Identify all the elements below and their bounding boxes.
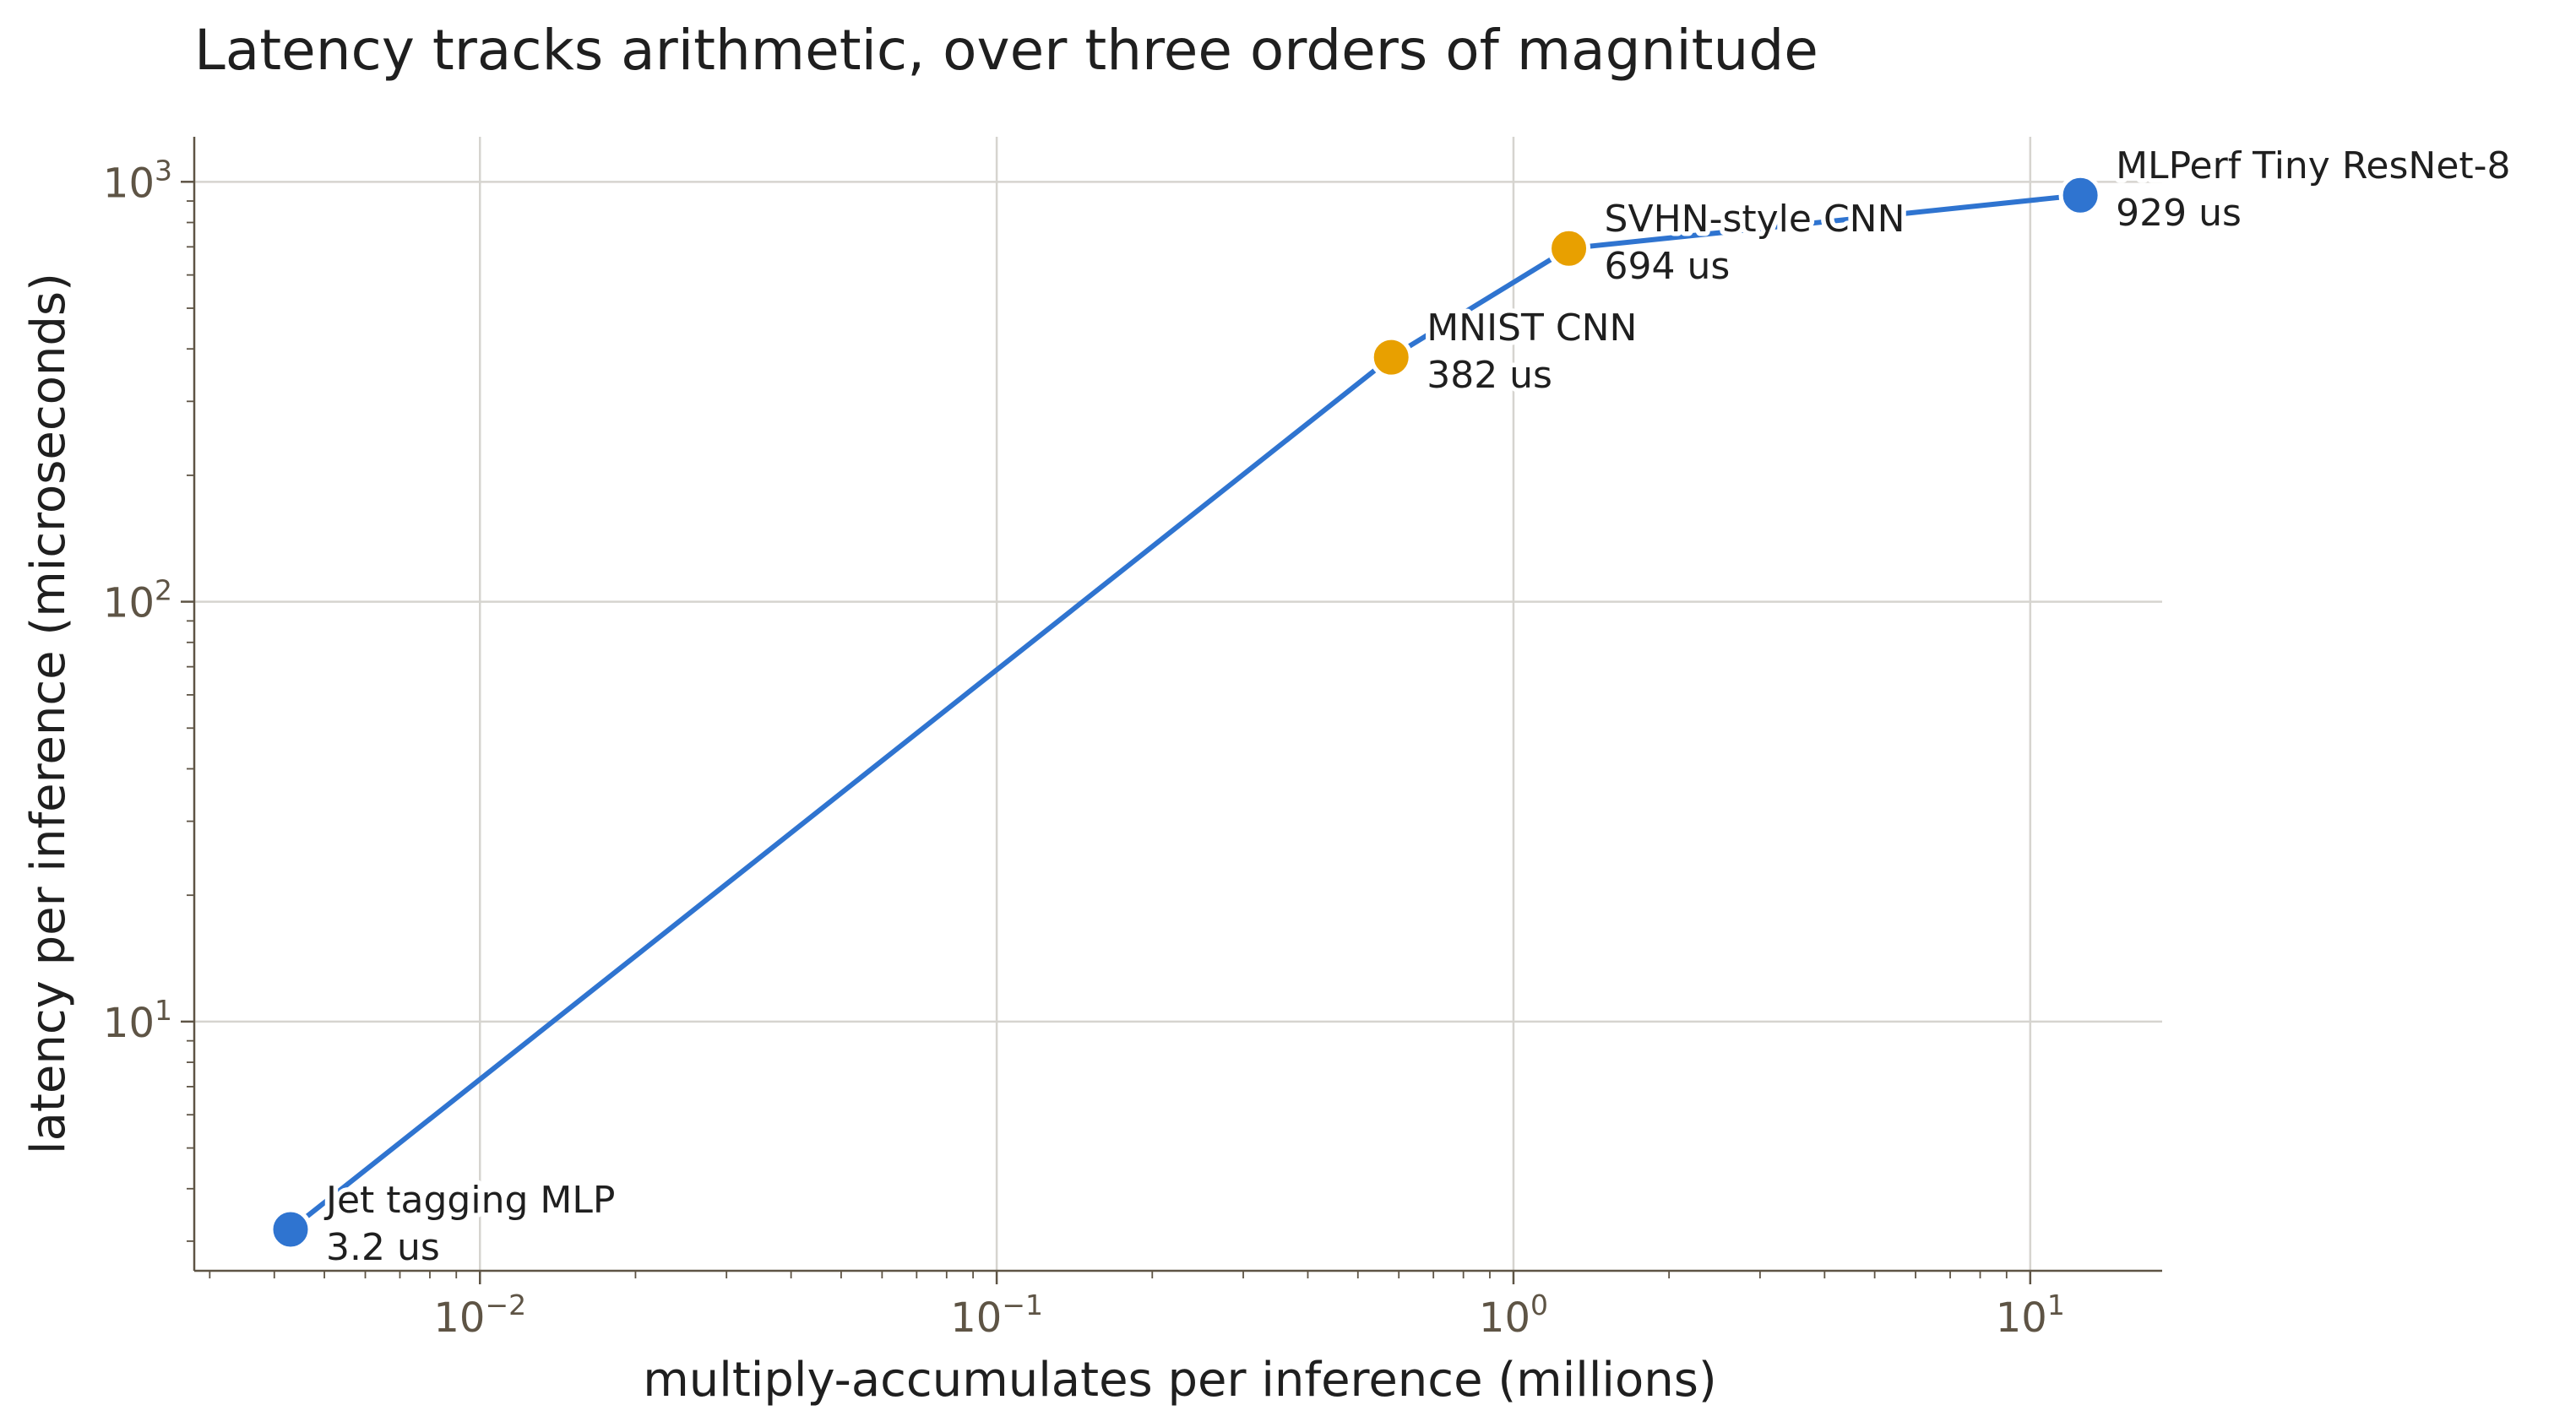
point-latency-label: 929 us — [2116, 192, 2242, 235]
point-label-halo: Jet tagging MLP — [323, 1179, 615, 1222]
x-axis-label: multiply-accumulates per inference (mill… — [643, 1353, 1717, 1408]
point-name-label: MNIST CNN — [1427, 307, 1637, 350]
ticks-layer: 10−2 10−1 100 101 101 102 103 — [103, 154, 2065, 1342]
point-label-halo: 929 us — [2116, 192, 2242, 235]
y-tick-label: 101 — [103, 994, 172, 1047]
point-label-halo: SVHN-style CNN — [1605, 198, 1905, 241]
point-latency-label: 694 us — [1605, 245, 1731, 288]
y-tick-label: 102 — [103, 574, 172, 627]
data-point — [2058, 173, 2102, 217]
y-axis-label: latency per inference (microseconds) — [21, 273, 76, 1154]
y-tick-label: 103 — [103, 154, 172, 207]
point-name-label: MLPerf Tiny ResNet-8 — [2116, 144, 2510, 187]
x-tick-label: 10−1 — [950, 1289, 1043, 1342]
data-point — [1547, 226, 1591, 270]
point-label-halo: 3.2 us — [326, 1226, 440, 1269]
data-point — [1369, 335, 1413, 379]
data-point — [269, 1207, 312, 1251]
point-latency-label: 3.2 us — [326, 1226, 440, 1269]
point-label-halo: MLPerf Tiny ResNet-8 — [2116, 144, 2510, 187]
x-tick-label: 101 — [1996, 1289, 2065, 1342]
point-label-halo: MNIST CNN — [1427, 307, 1637, 350]
series-line — [289, 193, 2081, 1232]
x-tick-label: 100 — [1479, 1289, 1548, 1342]
chart-title: Latency tracks arithmetic, over three or… — [194, 18, 1818, 83]
point-name-label: Jet tagging MLP — [323, 1179, 615, 1222]
point-latency-label: 382 us — [1427, 354, 1552, 397]
point-name-label: SVHN-style CNN — [1605, 198, 1905, 241]
series-layer — [269, 173, 2102, 1251]
point-label-halo: 694 us — [1605, 245, 1731, 288]
grid-layer — [194, 137, 2162, 1271]
axes-layer — [193, 137, 2162, 1272]
x-tick-label: 10−2 — [433, 1289, 526, 1342]
point-label-halo: 382 us — [1427, 354, 1552, 397]
